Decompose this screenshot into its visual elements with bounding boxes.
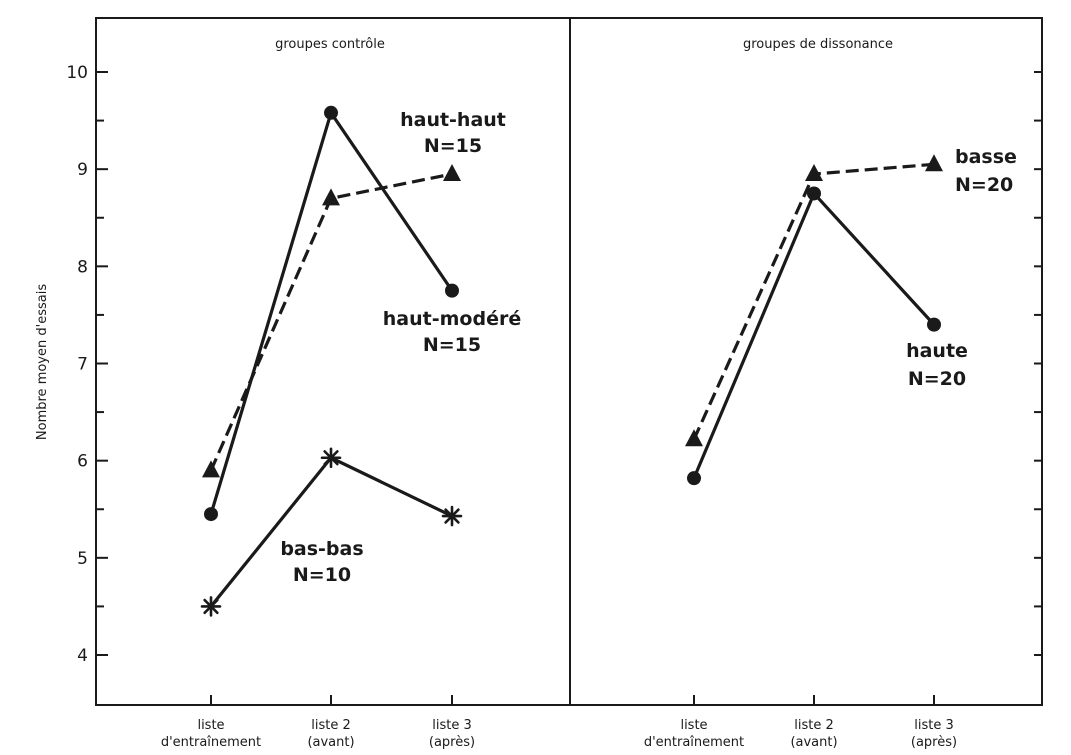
series-label: N=10 [293,564,351,586]
data-point-triangle [685,429,703,447]
x-tick-label: liste 3 [914,718,954,733]
series-line [692,162,935,440]
data-point-triangle [443,164,461,182]
x-tick-label: (après) [911,735,957,750]
data-point-circle [807,186,821,201]
series-label: haut-haut [400,109,506,131]
y-tick-label: 5 [77,549,88,569]
data-point-asterisk [320,447,342,469]
data-point-circle [445,283,459,298]
y-tick-label: 7 [77,355,88,375]
series-label: N=15 [423,334,481,356]
data-point-circle [687,471,701,486]
series-label: haut-modéré [383,308,521,330]
x-tick-label: d'entraînement [161,735,261,750]
panel-title: groupes de dissonance [743,37,893,52]
x-tick-label: d'entraînement [644,735,744,750]
series-label: N=20 [955,174,1013,196]
series-label: N=20 [908,368,966,390]
x-tick-label: (avant) [790,735,837,750]
series-label: basse [955,146,1017,168]
data-point-triangle [202,460,220,478]
data-point-triangle [925,154,943,172]
y-tick-label: 6 [77,452,88,472]
x-tick-label: liste [197,718,224,733]
x-tick-label: liste 3 [432,718,472,733]
data-point-asterisk [200,596,222,617]
series-label: bas-bas [280,538,363,560]
x-tick-label: liste 2 [311,718,351,733]
x-tick-label: liste [680,718,707,733]
panel-title: groupes contrôle [275,37,385,52]
y-axis-label: Nombre moyen d'essais [35,284,50,440]
series-label: N=15 [424,135,482,157]
x-tick-label: liste 2 [794,718,834,733]
series-line [692,191,936,479]
y-tick-label: 4 [77,646,88,666]
x-tick-label: (avant) [307,735,354,750]
x-tick-label: (après) [429,735,475,750]
y-tick-label: 8 [77,257,88,277]
data-point-asterisk [441,505,463,527]
data-point-triangle [805,164,823,182]
data-point-triangle [322,188,340,206]
data-point-circle [324,105,338,120]
data-point-circle [927,317,941,332]
y-tick-label: 9 [77,160,88,180]
data-point-circle [204,507,218,522]
y-tick-label: 10 [66,63,88,83]
series-label: haute [906,340,968,362]
